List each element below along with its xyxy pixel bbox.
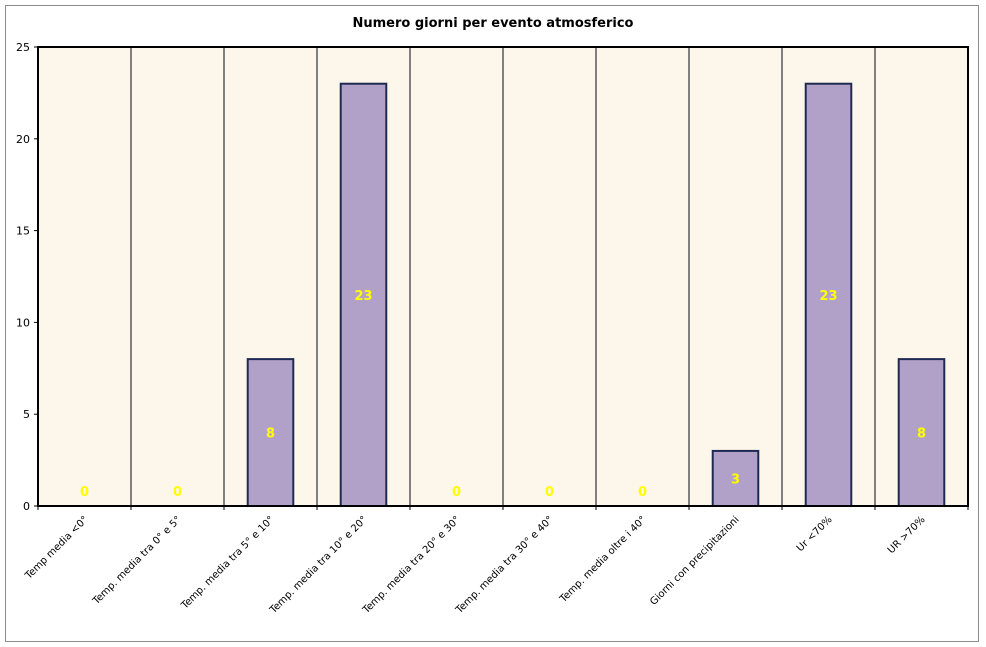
grid-lines — [130, 47, 876, 506]
x-tick-label: Temp. media tra 0° e 5° — [90, 514, 183, 607]
data-label: 0 — [173, 485, 182, 500]
y-tick-label: 5 — [23, 408, 30, 421]
chart-title: Numero giorni per evento atmosferico — [353, 16, 634, 31]
x-axis-ticks: Temp media <0° Temp. media tra 0° e 5°Tem… — [23, 506, 969, 617]
x-tick-label: Ur <70% — [795, 514, 835, 554]
y-tick-label: 15 — [16, 225, 30, 238]
data-label: 0 — [545, 485, 554, 500]
data-label: 8 — [266, 427, 275, 442]
bar — [711, 449, 760, 508]
y-tick-label: 20 — [16, 133, 30, 146]
data-label: 23 — [354, 289, 372, 304]
data-label: 23 — [819, 289, 837, 304]
data-labels: 0 0 8 23 0 0 0 3 23 8 — [80, 289, 926, 500]
x-tick-label: Temp. media oltre i 40° — [557, 514, 648, 605]
data-label: 3 — [731, 472, 740, 487]
y-tick-label: 25 — [16, 41, 30, 54]
x-tick-label: Temp. media tra 10° e 20° — [267, 514, 369, 616]
data-label: 0 — [80, 485, 89, 500]
x-tick-label: Temp. media tra 20° e 30° — [360, 514, 462, 616]
bars — [246, 82, 946, 508]
x-tick-label: UR >70% — [886, 514, 928, 556]
x-tick-label: Temp. media tra 5° e 10° — [179, 514, 277, 612]
y-tick-label: 10 — [16, 316, 30, 329]
y-axis-ticks: 0 5 10 15 20 25 — [16, 41, 38, 513]
data-label: 0 — [452, 485, 461, 500]
data-label: 8 — [917, 427, 926, 442]
bar — [246, 358, 295, 507]
data-label: 0 — [638, 485, 647, 500]
y-tick-label: 0 — [23, 500, 30, 513]
x-tick-label: Temp. media tra 30° e 40° — [453, 514, 555, 616]
x-tick-label: Temp media <0° — [23, 514, 91, 582]
x-tick-label: Giorni con precipitazioni — [648, 514, 741, 607]
